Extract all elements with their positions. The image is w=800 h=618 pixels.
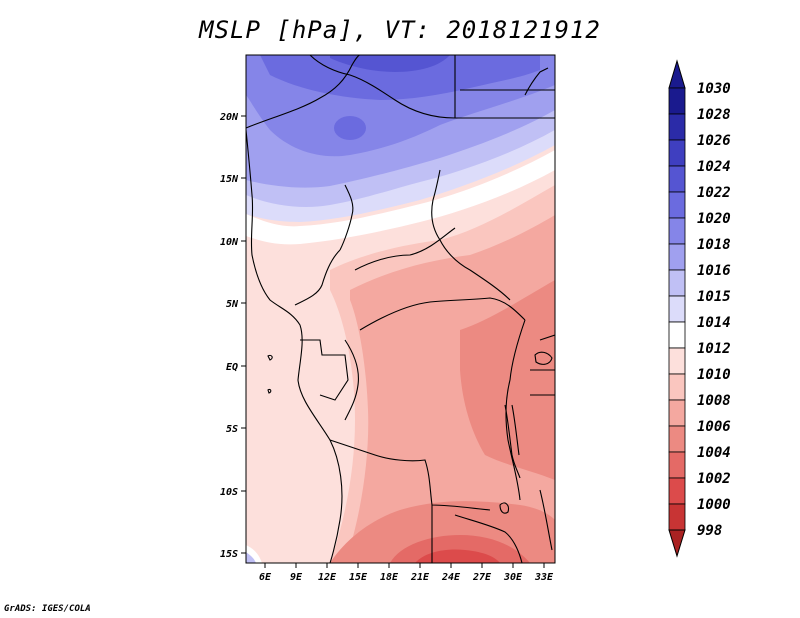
colorbar-swatch [668, 87, 686, 115]
border-angola-zambia [431, 505, 523, 563]
colorbar-bottom-arrow [668, 529, 686, 558]
lat-tick-label: 5N [226, 299, 239, 310]
colorbar-label: 1024 [697, 159, 731, 175]
colorbar-label: 1010 [697, 367, 731, 383]
colorbar-label: 1028 [697, 107, 731, 123]
pressure-1002 [415, 549, 500, 563]
lake-victoria [534, 351, 553, 365]
colorbar-label: 1030 [697, 81, 731, 97]
border-lake-chad [339, 184, 354, 251]
high-pressure-1020-blob [334, 116, 366, 140]
colorbar-swatch [668, 295, 686, 323]
colorbar-label: 1000 [697, 497, 731, 513]
colorbar-swatch [668, 321, 686, 349]
colorbar-swatch [668, 113, 686, 141]
lon-tick-label: 12E [318, 572, 337, 583]
colorbar-swatch [668, 373, 686, 401]
lake-mweru [499, 502, 509, 514]
colorbar-swatches [668, 87, 686, 531]
border-car [354, 227, 456, 271]
colorbar-swatch [668, 269, 686, 297]
lat-tick-label: 10S [220, 487, 238, 498]
colorbar-label: 1015 [697, 289, 731, 305]
colorbar-swatch [668, 425, 686, 453]
high-pressure-1024 [330, 55, 450, 72]
colorbar-label: 1006 [697, 419, 731, 435]
colorbar-swatch [668, 243, 686, 271]
lon-axis: 6E 9E 12E 15E 18E 21E 24E 27E 30E 33E [259, 563, 554, 583]
colorbar-swatch [668, 451, 686, 479]
colorbar-swatch [668, 139, 686, 167]
border-gabon [300, 339, 349, 401]
lon-tick-label: 18E [380, 572, 399, 583]
colorbar-label: 1026 [697, 133, 731, 149]
border-congo [344, 339, 359, 421]
coastline-west [246, 129, 343, 563]
lon-tick-label: 33E [534, 572, 554, 583]
colorbar-swatch [668, 191, 686, 219]
colorbar: 1030 1028 1026 1024 1022 1020 1018 1016 1015 1014… [668, 59, 731, 558]
lake-tanganyika [504, 404, 521, 479]
bioko-island [267, 354, 273, 361]
border-car-drc [359, 297, 526, 331]
border-north-3 [454, 55, 555, 118]
colorbar-swatch [668, 399, 686, 427]
colorbar-label: 1020 [697, 211, 731, 227]
border-great-lakes [530, 334, 555, 396]
lat-tick-label: 10N [220, 237, 239, 248]
colorbar-swatch [668, 217, 686, 245]
colorbar-label: 1022 [697, 185, 731, 201]
colorbar-label: 1012 [697, 341, 731, 357]
colorbar-label: 1016 [697, 263, 731, 279]
colorbar-swatch [668, 477, 686, 505]
colorbar-swatch [668, 165, 686, 193]
colorbar-swatch [668, 503, 686, 531]
country-borders [246, 55, 555, 563]
lon-tick-label: 30E [503, 572, 523, 583]
colorbar-label: 1018 [697, 237, 731, 253]
colorbar-label: 1002 [697, 471, 731, 487]
lon-tick-label: 15E [349, 572, 368, 583]
lat-tick-label: 5S [226, 424, 238, 435]
pressure-1008-east [460, 280, 555, 480]
border-north-1 [246, 55, 361, 129]
colorbar-label: 1008 [697, 393, 731, 409]
lat-tick-label: 15S [220, 549, 238, 560]
lat-axis: 20N 15N 10N 5N EQ 5S 10S 15S [219, 112, 246, 560]
border-nigeria-cameroon [294, 249, 341, 306]
pressure-1016-corner [246, 552, 256, 563]
pressure-field [246, 55, 555, 563]
pressure-1014 [246, 150, 555, 245]
colorbar-label: 1004 [697, 445, 731, 461]
lat-tick-label: EQ [226, 362, 238, 373]
lat-tick-label: 20N [219, 112, 239, 123]
colorbar-top-arrow [668, 59, 686, 89]
colorbar-label: 1014 [697, 315, 731, 331]
lon-tick-label: 27E [472, 572, 492, 583]
high-pressure-1022 [260, 55, 540, 100]
colorbar-labels: 1030 1028 1026 1024 1022 1020 1018 1016 1015 1014… [697, 81, 731, 539]
pressure-1015 [246, 130, 555, 222]
lon-tick-label: 6E [259, 572, 272, 583]
lon-tick-label: 24E [441, 572, 461, 583]
lon-tick-label: 21E [410, 572, 430, 583]
map-title: MSLP [hPa], VT: 2018121912 [199, 16, 601, 44]
border-drc-angola [329, 439, 491, 511]
sao-tome [267, 388, 272, 394]
border-north-2 [309, 55, 555, 119]
lat-tick-label: 15N [220, 174, 239, 185]
colorbar-swatch [668, 347, 686, 375]
red-sea-coast [524, 67, 549, 96]
map-frame [245, 54, 556, 564]
pressure-1012-southwest [246, 250, 336, 563]
colorbar-label: 998 [697, 523, 722, 539]
lake-malawi [539, 489, 553, 551]
grads-credit: GrADS: IGES/COLA [4, 604, 91, 614]
lon-tick-label: 9E [290, 572, 303, 583]
